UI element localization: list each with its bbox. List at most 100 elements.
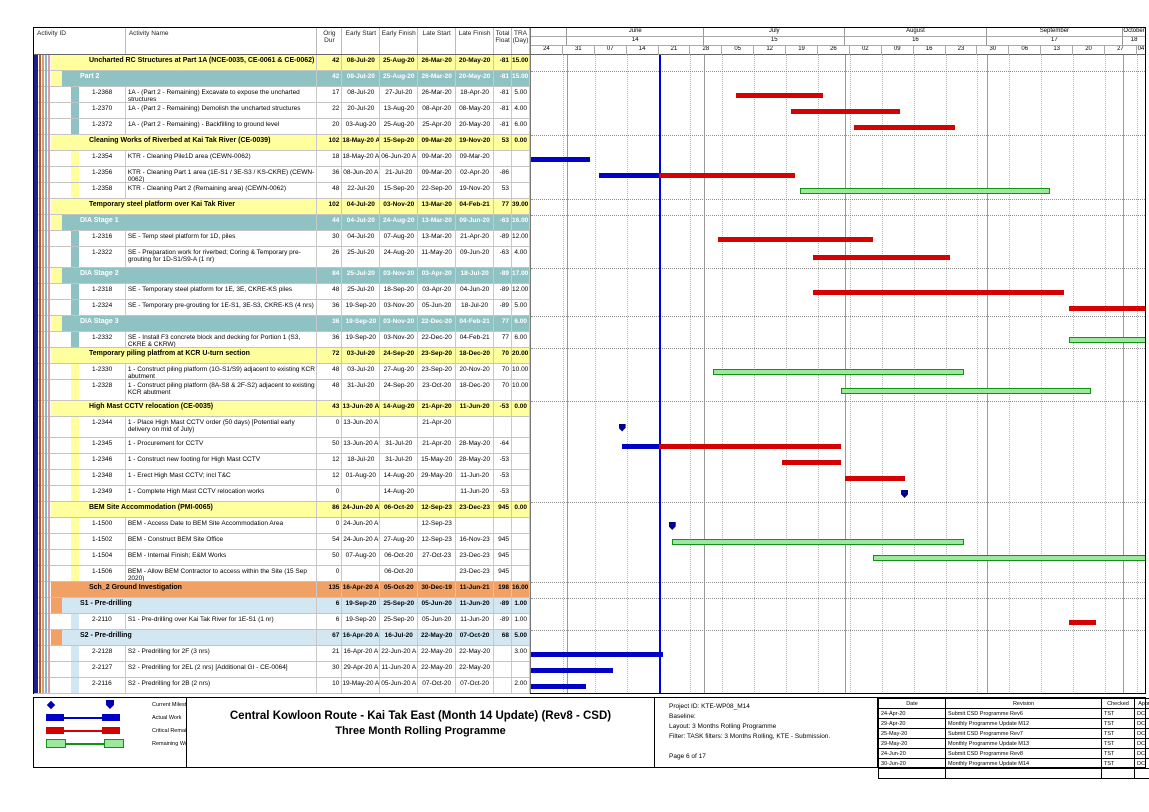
week-tick-cell: 05 (722, 46, 755, 55)
activity-value-cell: 13-Mar-20 (418, 231, 457, 246)
column-header: Activity ID (34, 28, 126, 54)
activity-value-cell: 70 (494, 364, 513, 379)
legend-label: Actual Work (152, 714, 182, 721)
sight-line (531, 598, 1145, 599)
revision-table: DateRevisionCheckedApproved24-Apr-20Subm… (878, 698, 1149, 779)
group-name: Temporary steel platform over Kai Tak Ri… (89, 201, 236, 208)
revision-cell: Monthly Programme Update M12 (945, 718, 1102, 729)
month-number-cell: 18 (1123, 37, 1145, 46)
activity-value-cell: 22-May-20 (418, 646, 457, 661)
group-value-cell: 09-Jun-20 (456, 215, 495, 230)
group-name: Temporary piling platfrom at KCR U-turn … (89, 350, 250, 357)
activity-value-cell: 28-May-20 (456, 454, 495, 469)
gantt-bar-actual (531, 683, 586, 689)
wbs-band (71, 486, 79, 501)
activity-value-cell (512, 438, 530, 453)
week-gridline (1041, 55, 1043, 693)
table-header-row: Activity ID Activity Name Orig Dur Early St… (34, 28, 530, 55)
revision-row: 30-Jun-20 Monthly Programme Update M14 TST… (878, 758, 1149, 769)
activity-value-cell: 22-May-20 (418, 662, 457, 677)
activity-value-cell (512, 518, 530, 533)
activity-id-cell: 1-1500 (34, 518, 126, 533)
activity-id-cell: 1-2354 (34, 151, 126, 166)
activity-value-cell (494, 678, 513, 693)
gantt-bar-critical (813, 289, 1064, 295)
activity-value-cell (512, 183, 530, 198)
revision-row: 25-May-20 Submit CSD Programme Rev7 TST DC (878, 728, 1149, 739)
activity-value-cell: 16-Apr-20 A (342, 646, 381, 661)
group-value-cell: -89 (494, 268, 513, 283)
activity-name-cell: SE - Install F3 concrete block and decki… (126, 332, 318, 347)
activity-value-cell: 50 (317, 438, 343, 453)
gantt-bar-critical (736, 92, 823, 98)
revision-cell: DC (1134, 708, 1149, 719)
activity-value-cell: 0 (317, 566, 343, 581)
activity-value-cell (494, 151, 513, 166)
wbs-band (71, 438, 79, 453)
revision-cell: 30-Jun-20 (878, 758, 946, 769)
activity-value-cell: 03-Jul-20 (342, 364, 381, 379)
activity-value-cell: 08-Apr-20 (418, 103, 457, 118)
activity-name-cell: 1 - Place High Mast CCTV order (50 days)… (126, 417, 318, 437)
group-value-cell: 0.00 (512, 135, 530, 150)
activity-value-cell (418, 566, 457, 581)
month-number-cell: 16 (845, 37, 987, 46)
activity-value-cell: 22-May-20 (456, 646, 495, 661)
activity-value-cell: -89 (494, 284, 513, 299)
activity-value-cell: 18-Sep-20 (380, 284, 419, 299)
week-tick-cell: 27 (1105, 46, 1137, 55)
group-name: DIA Stage 1 (80, 217, 119, 224)
activity-table: Activity ID Activity Name Orig Dur Early St… (34, 28, 531, 694)
activity-value-cell (456, 518, 495, 533)
activity-value-cell: 11-Jun-20 A (380, 662, 419, 677)
activity-value-cell: 6.00 (512, 332, 530, 347)
legend-item: Actual Work (34, 711, 186, 724)
activity-name-cell: SE - Temporary pre-grouting for 1E-S1, 3… (126, 300, 318, 315)
activity-value-cell: 19-Nov-20 (456, 183, 495, 198)
activity-value-cell: 03-Nov-20 (380, 332, 419, 347)
activity-id-cell: 2-2127 (34, 662, 126, 677)
remaining-legend-glyph (44, 739, 144, 748)
group-value-cell: 05-Jun-20 (418, 598, 457, 613)
table-row: 1-2345 1 - Procurement for CCTV 50 13-Jun-2… (34, 438, 530, 454)
gantt-bar-critical (781, 459, 841, 465)
table-group-row: Uncharted RC Structures at Part 1A (NCE-… (34, 55, 530, 71)
actual-legend-glyph (44, 714, 144, 721)
column-header: Total Float (494, 28, 513, 54)
activity-value-cell: 07-Aug-20 (380, 231, 419, 246)
month-gridline (986, 55, 988, 693)
activity-name-cell: KTR - Cleaning Pile1D area (CEWN-0062) (126, 151, 318, 166)
group-value-cell: 135 (317, 582, 343, 597)
gantt-bar-actual (622, 443, 659, 449)
wbs-band (71, 470, 79, 485)
revision-table-box: DateRevisionCheckedApproved24-Apr-20Subm… (877, 697, 1149, 779)
activity-value-cell: 16-Nov-23 (456, 534, 495, 549)
activity-value-cell: 20-Nov-20 (456, 364, 495, 379)
wbs-band (71, 534, 79, 549)
activity-value-cell: 05-Jun-20 (418, 300, 457, 315)
activity-value-cell: 10 (317, 678, 343, 693)
activity-value-cell: 03-Apr-20 (418, 284, 457, 299)
activity-value-cell: 4.00 (512, 247, 530, 267)
sight-line (531, 316, 1145, 317)
week-tick-cell: 04 (1137, 46, 1145, 55)
activity-id-cell: 1-2370 (34, 103, 126, 118)
sight-line (531, 71, 1145, 72)
column-header: Activity Name (126, 28, 318, 54)
table-row: 1-2368 1A - (Part 2 - Remaining) Excavate… (34, 87, 530, 103)
activity-id-cell: 1-2318 (34, 284, 126, 299)
table-row: 1-2349 1 - Complete High Mast CCTV reloca… (34, 486, 530, 502)
activity-value-cell (512, 417, 530, 437)
gantt-bar-remaining (713, 369, 964, 375)
group-value-cell: 42 (317, 55, 343, 70)
activity-value-cell: 24-Sep-20 (380, 380, 419, 400)
revision-cell: 24-Apr-20 (878, 708, 946, 719)
activity-id-cell: 1-2372 (34, 119, 126, 134)
sight-line (531, 630, 1145, 631)
activity-value-cell: 04-Feb-21 (456, 332, 495, 347)
activity-id-cell: 1-2349 (34, 486, 126, 501)
group-value-cell: 04-Jul-20 (342, 199, 381, 214)
activity-value-cell: 945 (494, 550, 513, 565)
activity-value-cell: 22-May-20 (456, 662, 495, 677)
table-row: 2-2128 S2 - Predrilling for 2F (3 nrs) 21 1… (34, 646, 530, 662)
